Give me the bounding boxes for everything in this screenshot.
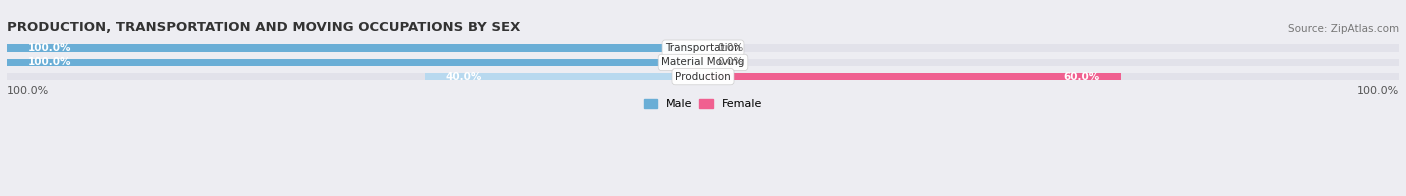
Text: 40.0%: 40.0% [446,72,482,82]
Text: 100.0%: 100.0% [28,57,72,67]
Legend: Male, Female: Male, Female [640,94,766,114]
Text: 100.0%: 100.0% [1357,85,1399,95]
Bar [703,73,1121,80]
Bar [7,73,1399,80]
Bar [7,59,703,66]
Text: Material Moving: Material Moving [661,57,745,67]
Text: 100.0%: 100.0% [7,85,49,95]
Bar [7,44,1399,52]
Text: 60.0%: 60.0% [1063,72,1099,82]
Text: 0.0%: 0.0% [717,43,744,53]
Text: Production: Production [675,72,731,82]
Text: 0.0%: 0.0% [717,57,744,67]
Text: Source: ZipAtlas.com: Source: ZipAtlas.com [1288,24,1399,34]
Bar [7,59,1399,66]
Bar [7,44,703,52]
Text: Transportation: Transportation [665,43,741,53]
Bar [425,73,703,80]
Text: 100.0%: 100.0% [28,43,72,53]
Text: PRODUCTION, TRANSPORTATION AND MOVING OCCUPATIONS BY SEX: PRODUCTION, TRANSPORTATION AND MOVING OC… [7,21,520,34]
